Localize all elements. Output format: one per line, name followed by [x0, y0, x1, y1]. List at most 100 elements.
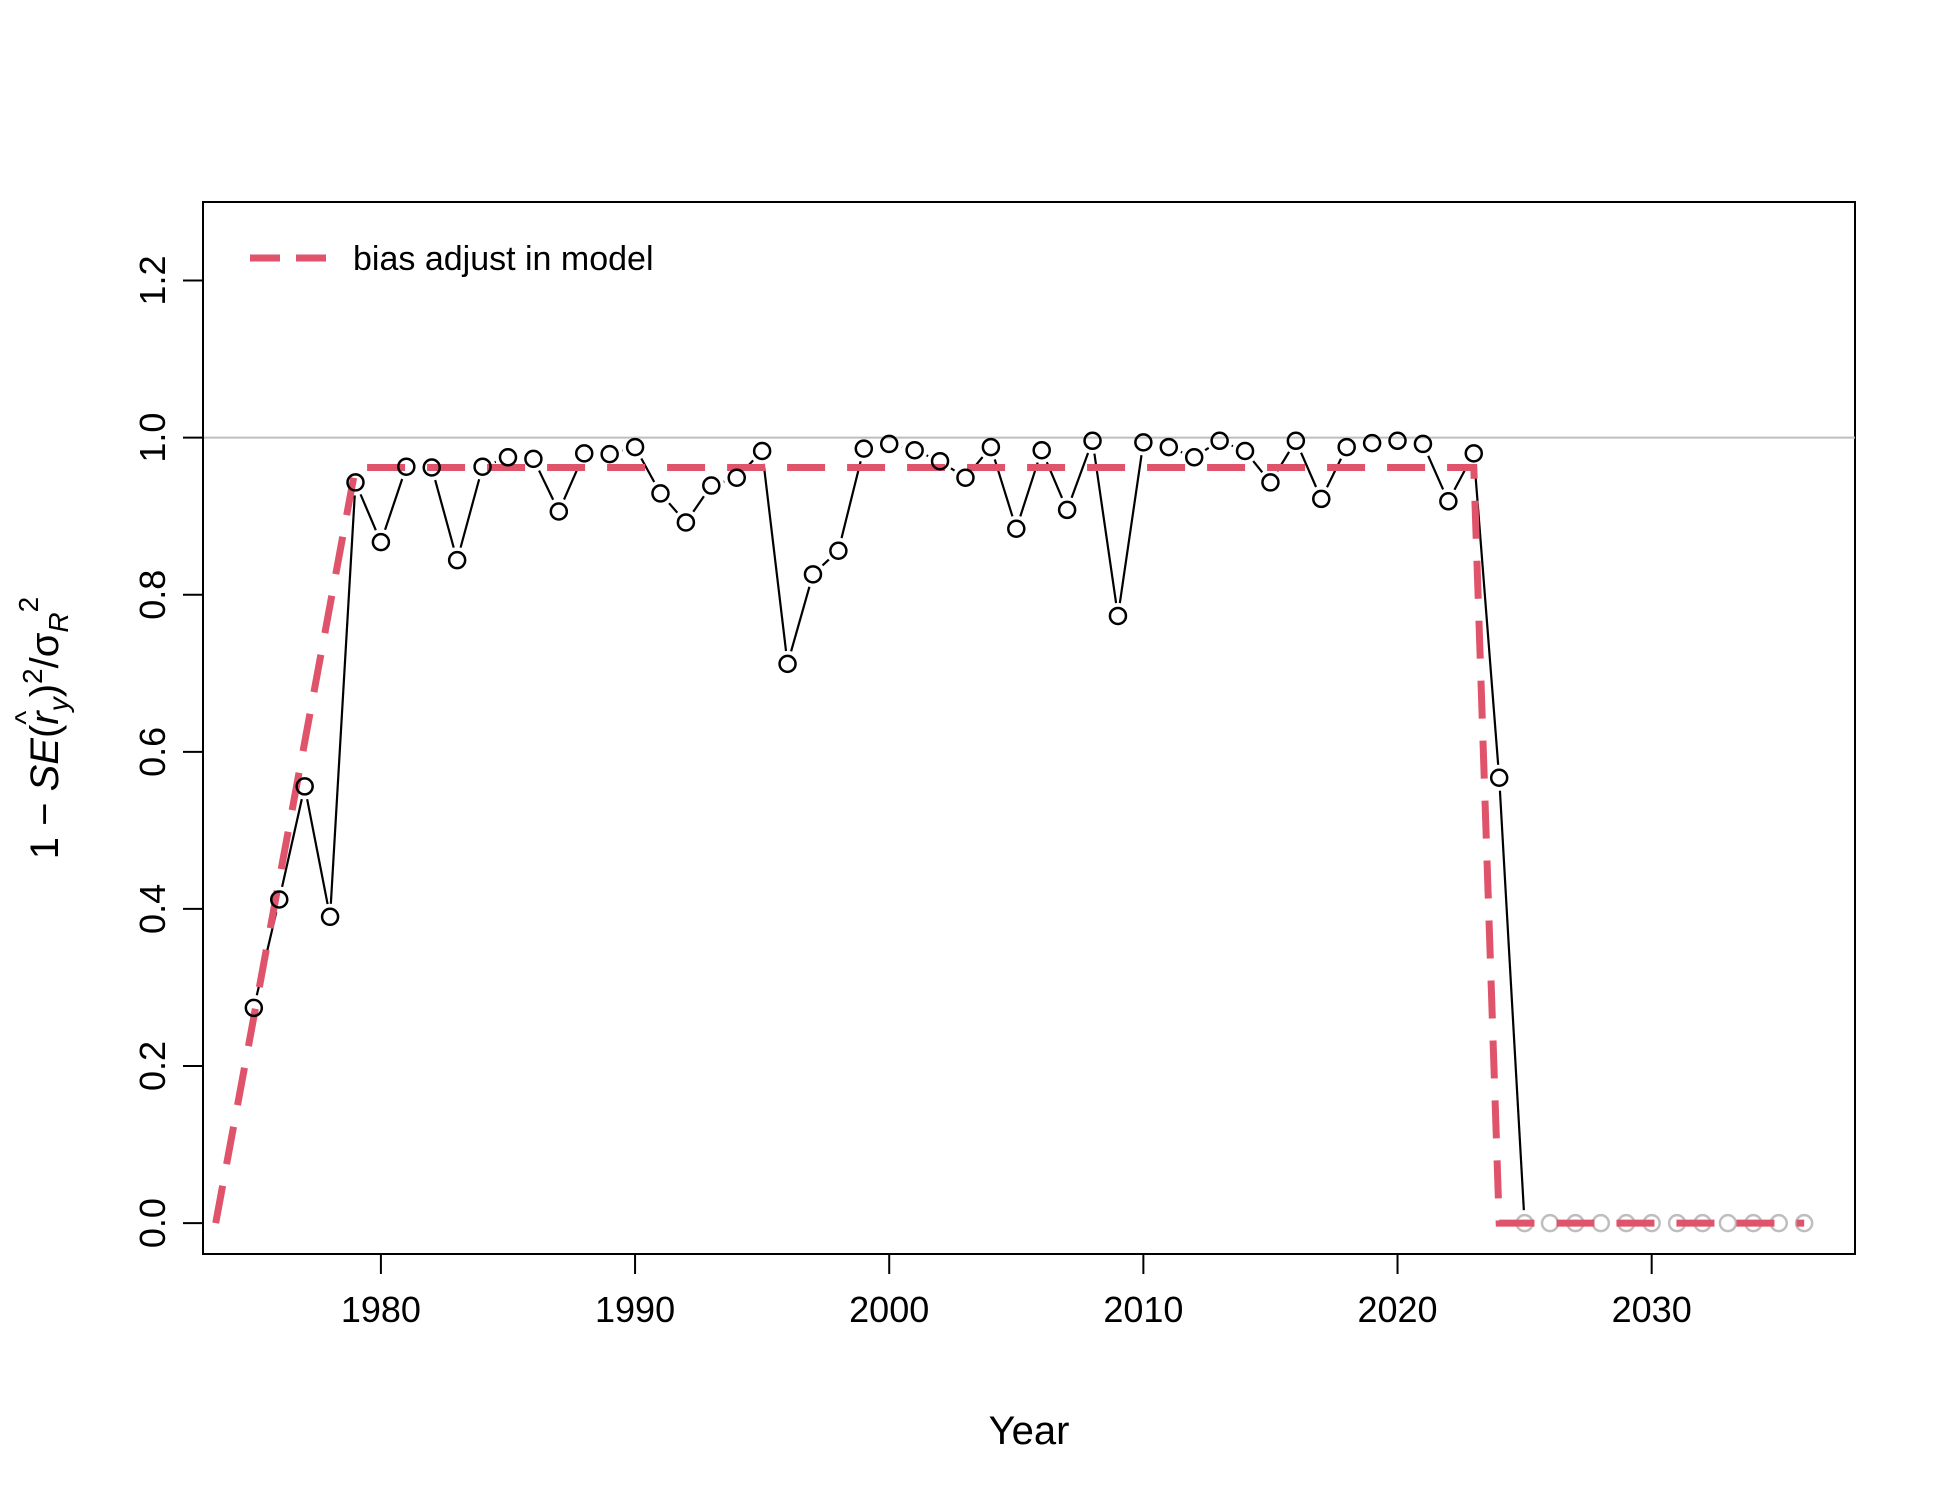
x-tick-label: 2010 — [1103, 1289, 1183, 1330]
bias-adjust-line — [212, 464, 1805, 1227]
ylabel-close: ) — [23, 684, 67, 697]
y-tick-label: 1.2 — [132, 256, 173, 306]
ylabel-y: y — [43, 695, 74, 713]
x-tick-label: 2030 — [1612, 1289, 1692, 1330]
data-point — [574, 444, 594, 463]
data-point — [600, 444, 619, 464]
forecast-point — [1794, 1213, 1814, 1233]
data-point — [1184, 448, 1204, 467]
data-point — [625, 437, 645, 457]
data-point — [1337, 437, 1356, 457]
data-point — [1007, 519, 1026, 539]
y-axis-title: 1 − SE(^ry)2/σR2 — [10, 597, 74, 859]
ylabel-hat: ^ — [10, 711, 43, 725]
data-point — [549, 502, 569, 521]
series-segment — [640, 457, 656, 483]
data-point — [447, 550, 467, 570]
ylabel-se: SE — [23, 737, 67, 792]
data-point — [956, 468, 975, 487]
series-segment — [840, 460, 862, 539]
data-point — [727, 468, 746, 487]
series-segment — [384, 478, 404, 531]
series-segment — [1118, 455, 1143, 604]
series-segment — [434, 479, 455, 548]
data-point — [1439, 492, 1458, 511]
series-segment — [950, 467, 956, 472]
data-point — [1235, 441, 1255, 461]
data-point — [1032, 440, 1051, 460]
data-point — [1413, 434, 1433, 454]
data-point — [1286, 431, 1306, 451]
ylabel-sub: R — [43, 612, 74, 632]
series-segment — [459, 478, 481, 548]
data-point — [1312, 489, 1331, 509]
y-tick-label: 0.8 — [132, 570, 173, 620]
series-segment — [1326, 458, 1342, 488]
plot-frame — [202, 201, 1856, 1255]
series-segment — [790, 586, 811, 652]
series-segment — [762, 463, 788, 652]
y-tick-label: 0.4 — [132, 884, 173, 934]
x-tick-label: 1990 — [595, 1289, 675, 1330]
data-point — [930, 451, 950, 471]
data-point — [752, 441, 772, 461]
legend: bias adjust in model — [250, 240, 654, 278]
y-tick-label: 0.2 — [132, 1041, 173, 1091]
series-segment — [1180, 450, 1183, 454]
data-point — [269, 890, 289, 909]
series-segment — [668, 502, 679, 514]
series-segment — [329, 495, 356, 904]
data-point — [803, 565, 823, 584]
data-point — [778, 654, 797, 674]
ylabel-open: ( — [23, 724, 67, 738]
data-point — [1362, 433, 1382, 453]
x-axis: 1980 1990 2000 2010 2020 2030 — [341, 1253, 1692, 1330]
data-point — [879, 434, 899, 454]
data-point — [1057, 500, 1077, 520]
series-segment — [926, 454, 929, 458]
series-segment — [1252, 460, 1264, 474]
series-segment — [1093, 453, 1118, 604]
data-point — [473, 457, 492, 476]
series-segment — [1204, 446, 1210, 452]
ylabel-prefix: 1 − — [23, 791, 67, 859]
data-point — [524, 449, 543, 469]
data-point — [1210, 431, 1229, 451]
x-tick-label: 1980 — [341, 1289, 421, 1330]
data-point — [1134, 433, 1153, 452]
series-segment — [1231, 444, 1234, 448]
series-segment — [1070, 452, 1090, 499]
series-segment — [821, 558, 830, 567]
ylabel-exp2: 2 — [13, 597, 44, 613]
data-point — [651, 484, 670, 503]
series-segment — [281, 798, 303, 888]
data-point — [905, 440, 924, 460]
forecast-point — [1591, 1213, 1611, 1233]
ylabel-exp: 2 — [17, 668, 48, 684]
series-segment — [538, 470, 555, 501]
ylabel-slash: / — [23, 656, 67, 668]
data-point — [981, 437, 1001, 457]
data-point — [1083, 431, 1102, 451]
data-point — [320, 907, 340, 927]
series-segment — [1427, 455, 1445, 490]
data-point — [676, 513, 696, 532]
data-point — [854, 439, 874, 458]
data-point — [1489, 768, 1509, 788]
forecast-point — [1540, 1213, 1560, 1233]
series-segment — [359, 493, 377, 531]
x-axis-title: Year — [989, 1409, 1070, 1453]
data-point — [1388, 431, 1407, 451]
series-segment — [1498, 790, 1525, 1211]
series-segment — [1300, 452, 1318, 488]
data-point — [1261, 473, 1280, 492]
data-point — [702, 476, 721, 495]
forecast-point — [1718, 1213, 1738, 1233]
series-segment — [1019, 462, 1039, 517]
data-point — [295, 777, 314, 796]
data-point — [1159, 437, 1179, 457]
y-tick-label: 0.6 — [132, 727, 173, 777]
y-axis: 0.0 0.2 0.4 0.6 0.8 1.0 1.2 — [132, 256, 204, 1248]
data-point — [1108, 606, 1128, 626]
